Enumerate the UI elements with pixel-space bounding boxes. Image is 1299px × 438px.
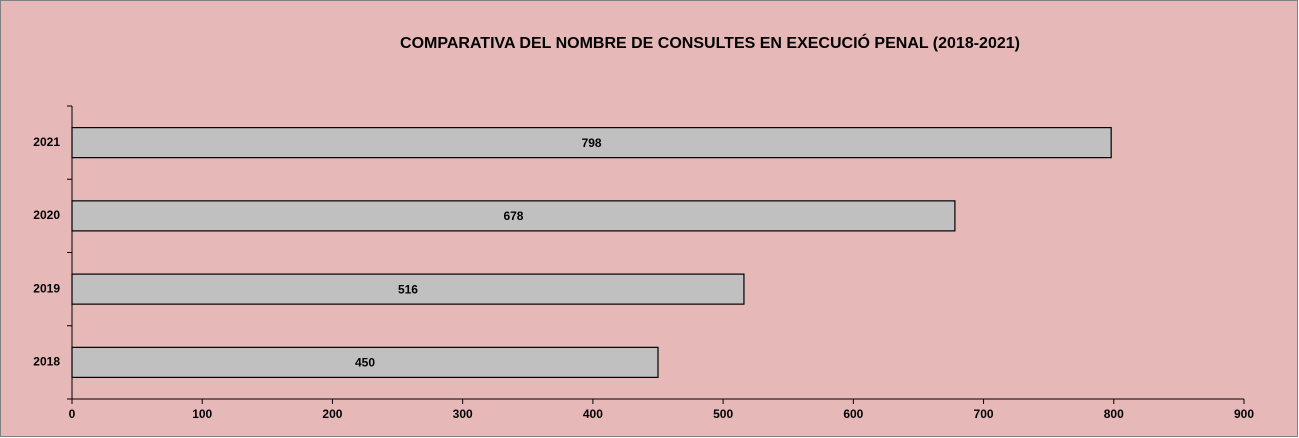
x-tick-label: 400 <box>583 407 603 421</box>
data-label: 516 <box>398 282 418 296</box>
x-tick-label: 900 <box>1234 407 1254 421</box>
y-tick-label: 2021 <box>33 135 60 149</box>
x-tick-label: 300 <box>453 407 473 421</box>
x-tick-label: 500 <box>713 407 733 421</box>
x-tick-label: 800 <box>1104 407 1124 421</box>
x-tick-label: 0 <box>69 407 76 421</box>
data-label: 450 <box>355 356 375 370</box>
x-tick-label: 100 <box>192 407 212 421</box>
data-label: 678 <box>503 209 523 223</box>
y-tick-label: 2019 <box>33 281 60 295</box>
x-tick-label: 700 <box>974 407 994 421</box>
x-tick-label: 200 <box>322 407 342 421</box>
y-tick-label: 2020 <box>33 208 60 222</box>
bar <box>71 200 956 232</box>
bar <box>71 273 745 305</box>
data-label: 798 <box>582 136 602 150</box>
y-tick-label: 2018 <box>33 355 60 369</box>
x-tick-label: 600 <box>843 407 863 421</box>
chart-title: COMPARATIVA DEL NOMBRE DE CONSULTES EN E… <box>400 33 1020 52</box>
bar <box>71 346 659 378</box>
bar <box>71 127 1112 159</box>
